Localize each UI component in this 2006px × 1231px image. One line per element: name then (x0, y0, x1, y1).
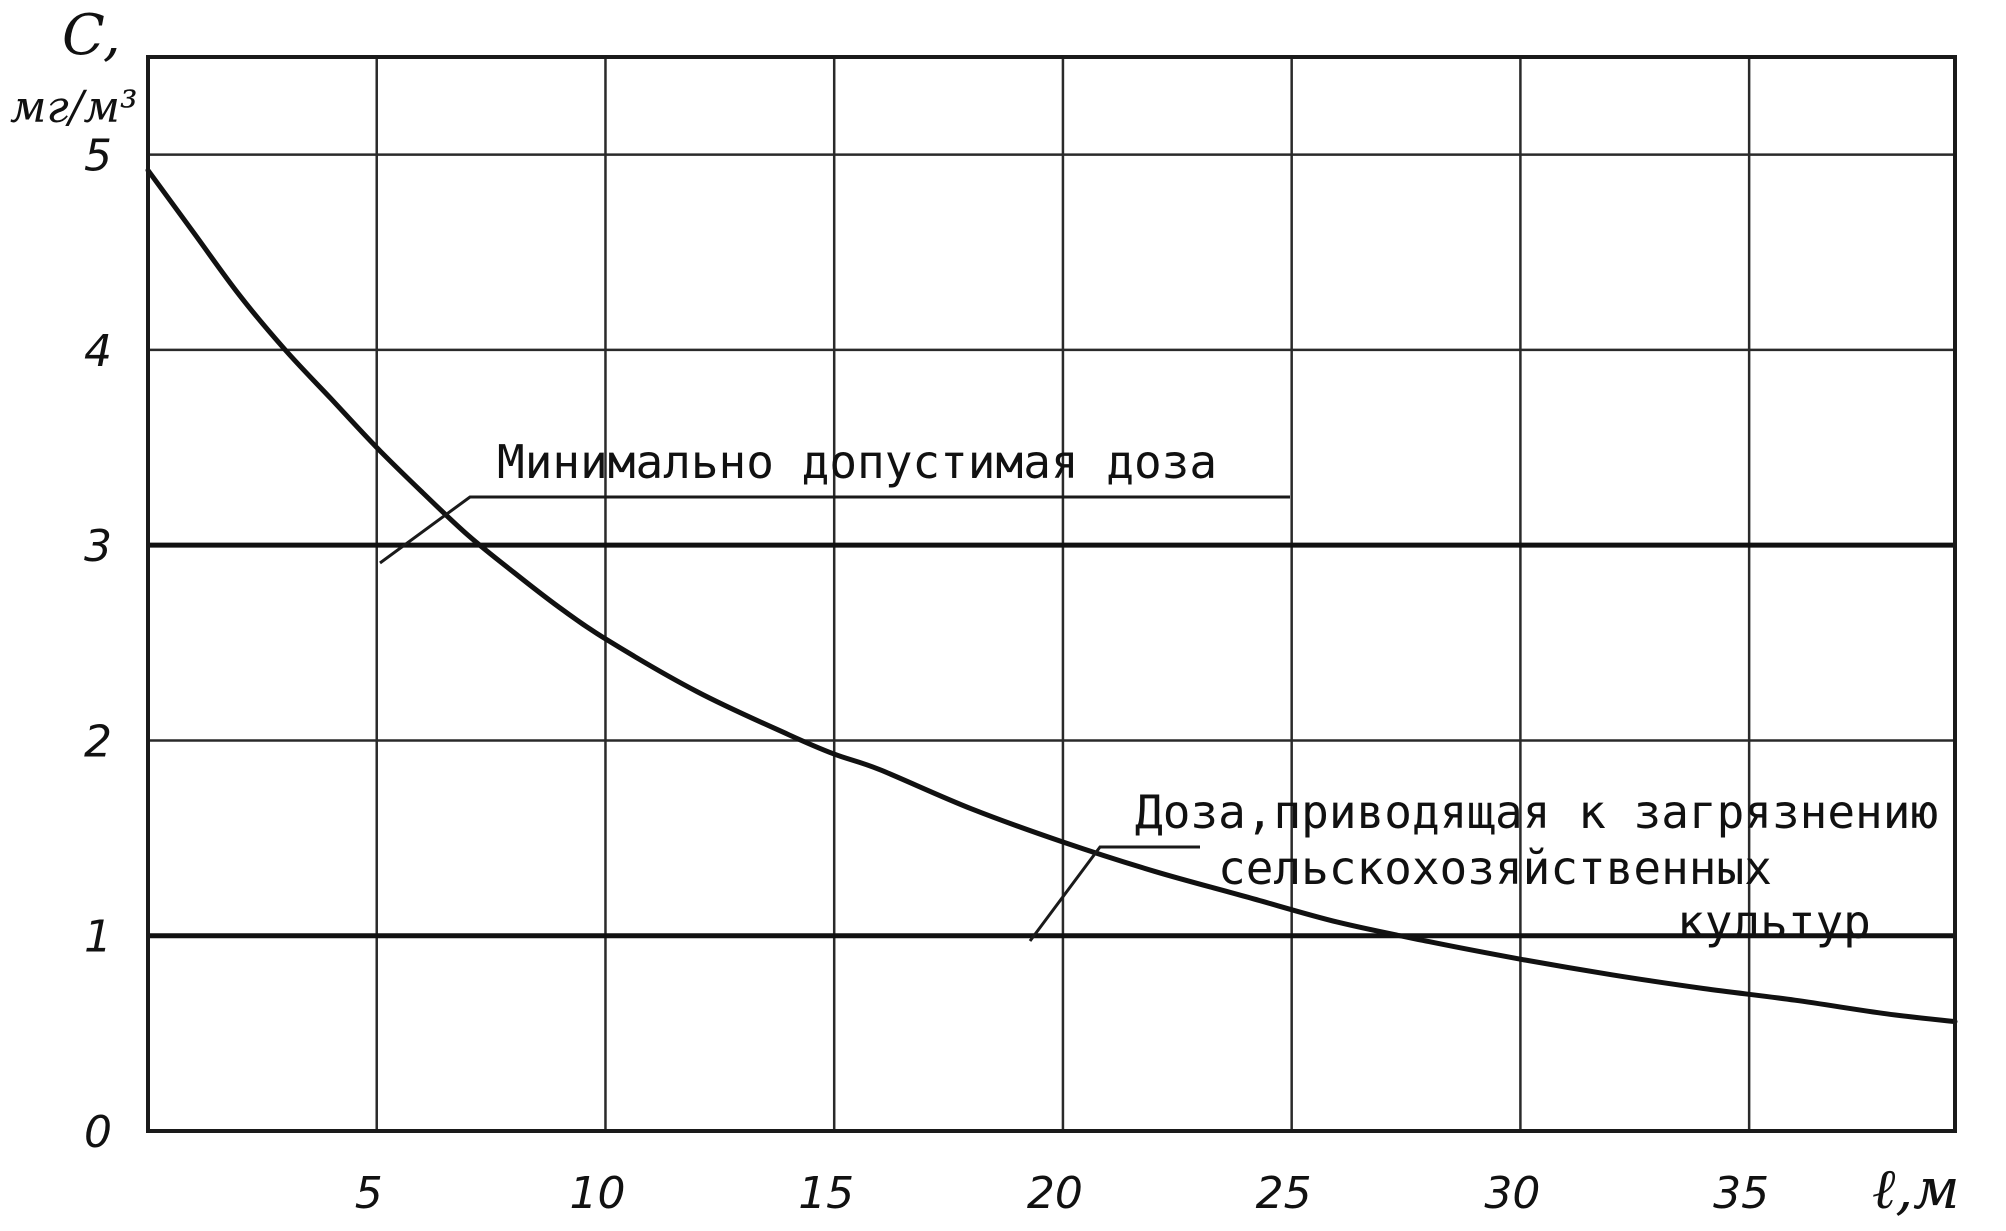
concentration-curve-group (145, 167, 1958, 1025)
reference-lines (148, 542, 1955, 939)
leader-line-crop-dose (1028, 845, 1200, 942)
annotation-crop-dose-line-1: Доза,приводящая к загрязнению (1135, 785, 1938, 839)
x-tick-label-15: 15 (798, 1168, 854, 1219)
y-tick-label-5: 5 (84, 131, 112, 182)
y-tick-label-2: 2 (84, 716, 112, 767)
annotation-min-dose: Минимально допустимая доза (497, 435, 1217, 489)
x-tick-label-10: 10 (569, 1168, 625, 1219)
y-tick-label-4: 4 (84, 326, 112, 377)
grid (148, 57, 1955, 1131)
x-tick-label-25: 25 (1256, 1168, 1312, 1219)
y-tick-label-0: 0 (84, 1107, 112, 1158)
plot-frame (146, 55, 1957, 1133)
concentration-curve-0 (145, 167, 1958, 1025)
annotation-crop-dose-line-2: сельскохозяйственных (1218, 841, 1772, 895)
annotation-crop-dose-line-3: культур (1677, 895, 1871, 949)
y-tick-label-3: 3 (84, 521, 112, 572)
x-tick-label-35: 35 (1713, 1168, 1769, 1219)
x-tick-labels: 5 10 15 20 25 30 35 (355, 1168, 1769, 1219)
x-axis-label: ℓ,м (1872, 1157, 1960, 1222)
y-tick-labels: 0 1 2 3 4 5 (84, 131, 112, 1158)
y-axis-symbol: C, (62, 3, 121, 68)
y-axis-unit: мг/м³ (10, 82, 138, 133)
x-tick-label-30: 30 (1484, 1168, 1540, 1219)
x-tick-label-20: 20 (1027, 1168, 1083, 1219)
x-tick-label-5: 5 (355, 1168, 383, 1219)
y-tick-label-1: 1 (84, 912, 112, 963)
leader-line-min-dose (379, 495, 1290, 565)
